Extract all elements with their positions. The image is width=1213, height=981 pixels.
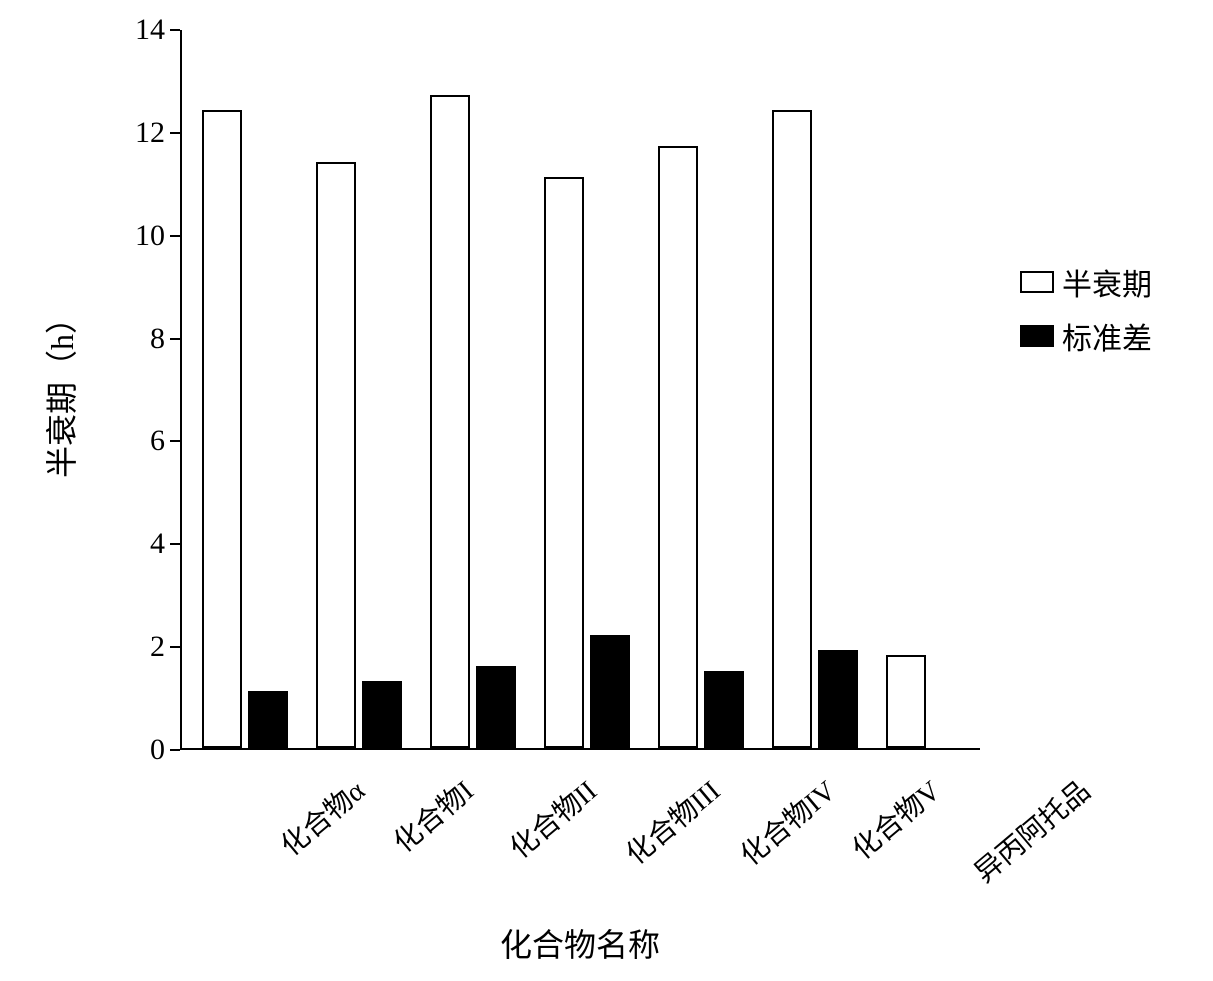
bar <box>818 650 858 748</box>
legend: 半衰期标准差 <box>1020 260 1152 368</box>
y-tick-label: 6 <box>120 424 165 458</box>
legend-item: 标准差 <box>1020 314 1152 358</box>
y-tick-mark <box>170 338 180 340</box>
x-axis-title: 化合物名称 <box>500 920 660 966</box>
bar <box>658 146 698 748</box>
y-tick-label: 10 <box>120 219 165 253</box>
bar <box>476 666 516 748</box>
bar <box>316 162 356 748</box>
x-tick-label: 化合物I <box>384 770 481 861</box>
y-tick-label: 0 <box>120 733 165 767</box>
x-tick-label: 化合物α <box>271 770 372 864</box>
bar <box>590 635 630 748</box>
y-tick-mark <box>170 543 180 545</box>
y-axis-title: 半衰期（h） <box>37 302 83 478</box>
x-tick-label: 异丙阿托品 <box>965 770 1098 891</box>
bar <box>430 95 470 748</box>
y-tick-mark <box>170 646 180 648</box>
y-tick-label: 14 <box>120 13 165 47</box>
y-tick-mark <box>170 235 180 237</box>
bar <box>772 110 812 748</box>
x-tick-label: 化合物II <box>500 770 604 867</box>
y-tick-label: 4 <box>120 527 165 561</box>
bar <box>202 110 242 748</box>
bar <box>704 671 744 748</box>
bar <box>886 655 926 748</box>
y-tick-mark <box>170 749 180 751</box>
legend-label: 半衰期 <box>1062 260 1152 304</box>
y-tick-mark <box>170 29 180 31</box>
legend-item: 半衰期 <box>1020 260 1152 304</box>
y-tick-label: 12 <box>120 116 165 150</box>
bar <box>544 177 584 748</box>
bar <box>248 691 288 748</box>
chart-container: 半衰期（h） 化合物名称 半衰期标准差 02468101214化合物α化合物I化… <box>0 0 1213 981</box>
y-tick-label: 2 <box>120 630 165 664</box>
y-tick-label: 8 <box>120 322 165 356</box>
y-tick-mark <box>170 440 180 442</box>
x-tick-label: 化合物III <box>616 770 727 873</box>
legend-swatch <box>1020 271 1054 293</box>
legend-swatch <box>1020 325 1054 347</box>
bar <box>362 681 402 748</box>
x-tick-label: 化合物IV <box>731 770 844 874</box>
y-tick-mark <box>170 132 180 134</box>
x-tick-label: 化合物V <box>842 770 948 868</box>
legend-label: 标准差 <box>1062 314 1152 358</box>
plot-area <box>180 30 980 750</box>
